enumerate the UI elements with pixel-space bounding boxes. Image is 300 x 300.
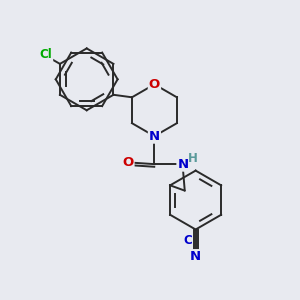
Text: N: N (190, 250, 201, 263)
Text: C: C (183, 234, 192, 247)
Text: N: N (149, 130, 160, 143)
Text: O: O (149, 78, 160, 91)
Text: N: N (177, 158, 188, 171)
Text: O: O (122, 156, 134, 169)
Text: Cl: Cl (40, 48, 52, 61)
Text: H: H (188, 152, 198, 165)
